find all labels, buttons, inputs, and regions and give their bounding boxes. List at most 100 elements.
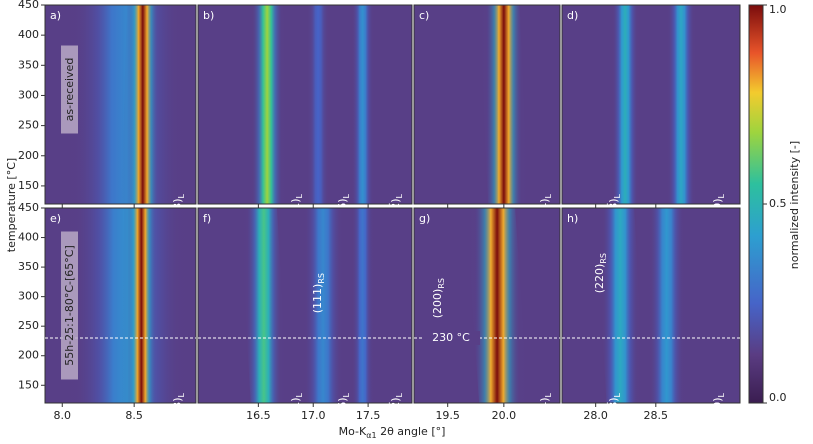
x-tick-label: 8.5: [125, 409, 143, 422]
reflection-sub: L: [717, 392, 726, 397]
colorbar-tick-label: 0.5: [769, 197, 787, 210]
x-tick-label: 20.0: [492, 409, 517, 422]
row-label-box: [61, 231, 78, 380]
panel-frame: [561, 207, 741, 404]
y-tick-label: 300: [18, 88, 39, 101]
panel: f)16.5 17.0 17.5(101)L(006)L(102̅)L(111)RS: [197, 207, 413, 427]
x-axis-label: Mo-Kα1 2θ angle [°]: [339, 425, 446, 440]
peak: [121, 5, 165, 204]
x-tick-label: 16.5: [246, 409, 271, 422]
panel-frame: [44, 4, 197, 205]
reflection-index: (101): [289, 397, 302, 427]
reflection-index: (111): [311, 284, 324, 314]
panel: h)28.0 28.5(220)RS(108̅)L(110)L: [561, 207, 741, 427]
peak: [479, 5, 529, 204]
row-label: as-received: [63, 58, 76, 122]
y-tick-label: 450: [18, 0, 39, 11]
y-tick-label: 200: [18, 149, 39, 162]
reflection-label: (200)RS: [431, 278, 446, 318]
x-label-part: 2θ angle [°]: [377, 425, 446, 438]
reflection-sub: L: [177, 193, 186, 198]
peak: [246, 5, 288, 204]
peaks: [246, 5, 377, 204]
x-tick-label: 17.0: [301, 409, 326, 422]
x-tick-label: 28.5: [644, 409, 669, 422]
panel-frame: [44, 207, 197, 404]
reflection-label: (102̅)L: [389, 392, 404, 427]
panel-frame: [197, 4, 413, 205]
dashed-label-bg: [422, 331, 480, 345]
y-tick-label: 300: [18, 290, 39, 303]
colorbar-tick-label: 1.0: [769, 3, 787, 16]
peaks: [53, 5, 196, 204]
panel: d)(108̅)L(110)L: [561, 4, 741, 228]
colorbar-label: normalized intensity [-]: [788, 141, 801, 269]
peaks: [239, 208, 377, 403]
y-tick-label: 250: [18, 319, 39, 332]
x-tick-label: 19.5: [435, 409, 460, 422]
panel: c)(104)L: [413, 4, 561, 228]
reflection-sub: L: [295, 193, 304, 198]
y-tick-label: 400: [18, 231, 39, 244]
reflection-sub: L: [613, 193, 622, 198]
panel-label: e): [50, 212, 61, 225]
panel-label: h): [567, 212, 578, 225]
reflection-sub: L: [395, 392, 404, 397]
y-tick-label: 400: [18, 28, 39, 41]
reflection-index: (110): [711, 397, 724, 427]
y-tick-label: 250: [18, 119, 39, 132]
panel-frame: [413, 4, 561, 205]
reflection-sub: L: [544, 392, 553, 397]
panel-label: d): [567, 9, 578, 22]
reflection-label: (108̅)L: [607, 392, 622, 427]
colorbar-tick-label: 0.0: [769, 391, 787, 404]
reflection-sub: L: [395, 193, 404, 198]
peak: [348, 208, 377, 403]
peak: [239, 208, 288, 403]
peak: [465, 208, 529, 403]
panel: g) 19.5 20.0 (200)RS (104)L 230 °C: [413, 207, 561, 427]
reflection-sub: RS: [437, 278, 446, 289]
peak: [643, 208, 690, 403]
reflection-index: (200): [431, 289, 444, 319]
panel-label: b): [203, 9, 214, 22]
reflection-index: (220): [593, 264, 606, 294]
reflection-sub: RS: [317, 273, 326, 284]
reflection-sub: L: [342, 193, 351, 198]
reflection-label: (101)L: [289, 392, 304, 427]
panel-label: c): [419, 9, 429, 22]
reflection-sub: L: [717, 193, 726, 198]
panel-frame: [561, 4, 741, 205]
reflection-sub: L: [544, 193, 553, 198]
x-label-part: Mo-K: [339, 425, 367, 438]
panel: b)(101)L(006)L(102̅)L: [197, 4, 413, 228]
panel-label: a): [50, 9, 61, 22]
reflection-sub: RS: [599, 253, 608, 264]
peak: [348, 5, 377, 204]
reflection-sub: L: [613, 392, 622, 397]
peaks: [479, 5, 529, 204]
peak: [663, 5, 700, 204]
peak: [595, 208, 645, 403]
dashed-line-label: 230 °C: [432, 331, 470, 344]
peaks: [55, 208, 196, 403]
peak: [121, 208, 162, 403]
peak: [303, 5, 333, 204]
panel-label: f): [203, 212, 211, 225]
reflection-index: (006): [336, 397, 349, 427]
reflection-label: (111)RS: [311, 273, 326, 313]
reflection-sub: L: [177, 392, 186, 397]
y-tick-label: 450: [18, 201, 39, 214]
panel-background: [562, 5, 740, 204]
reflection-sub: L: [295, 392, 304, 397]
y-tick-label: 150: [18, 378, 39, 391]
y-axis-label: temperature [°C]: [5, 158, 18, 252]
panel-label: g): [419, 212, 430, 225]
reflection-label: (220)RS: [593, 253, 608, 293]
y-tick-label: 350: [18, 58, 39, 71]
x-tick-label: 8.0: [54, 409, 72, 422]
peak: [297, 208, 349, 403]
reflection-label: (110)L: [711, 392, 726, 427]
